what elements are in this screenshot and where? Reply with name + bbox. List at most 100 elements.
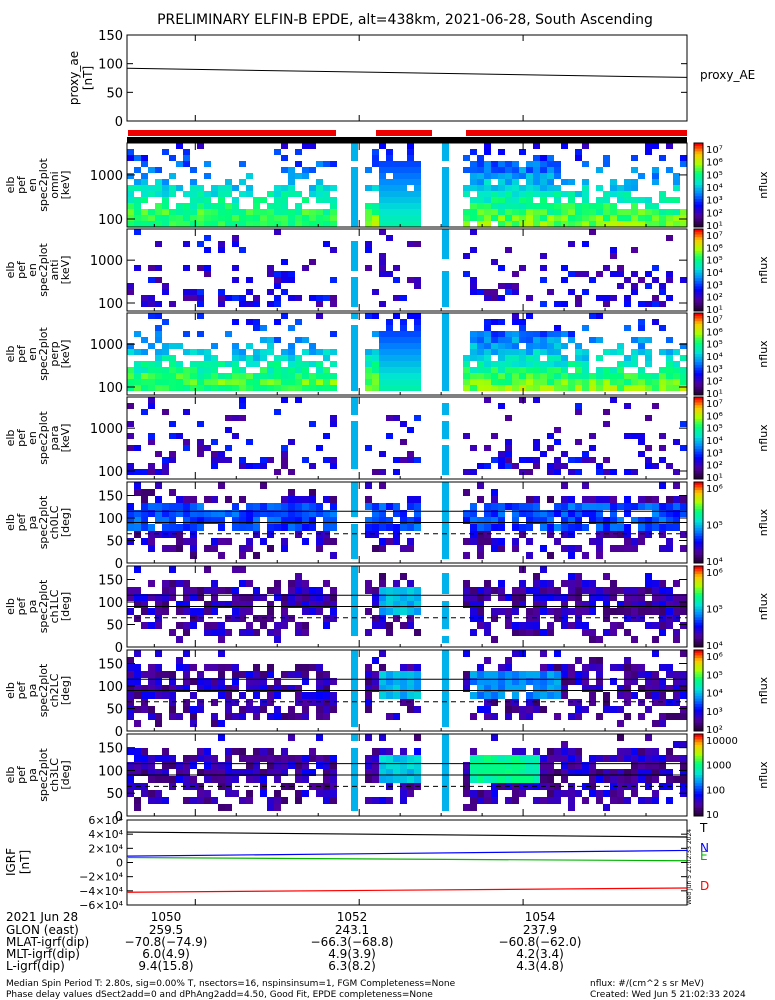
spectrogram-cell — [351, 173, 358, 179]
spectrogram-cell — [533, 367, 540, 373]
spectrogram-cell — [386, 678, 393, 685]
spectrogram-cell — [351, 594, 358, 601]
spectrogram-cell — [260, 671, 267, 678]
spectrogram-cell — [400, 209, 407, 215]
spectrogram-cell — [554, 469, 561, 475]
spectrogram-cell — [512, 379, 519, 385]
spectrogram-cell — [218, 776, 225, 783]
spectrogram-cell — [218, 203, 225, 209]
spectrogram-cell — [470, 247, 477, 253]
spectrogram-panel-3: 1000100elbpefenspec2plotperp[keV]10⁷10⁶1… — [4, 312, 770, 400]
spectrogram-cell — [638, 319, 645, 325]
spectrogram-cell — [652, 215, 659, 221]
spectrogram-cell — [498, 503, 505, 510]
spectrogram-cell — [680, 373, 687, 379]
spectrogram-cell — [526, 313, 533, 319]
spectrogram-cell — [148, 167, 155, 173]
spectrogram-cell — [351, 149, 358, 155]
spectrogram-cell — [512, 706, 519, 713]
spectrogram-cell — [526, 161, 533, 167]
spectrogram-cell — [519, 367, 526, 373]
spectrogram-cell — [484, 179, 491, 185]
spectrogram-cell — [218, 197, 225, 203]
spectrogram-cell — [351, 301, 358, 307]
spectrogram-cell — [400, 776, 407, 783]
spectrogram-cell — [540, 580, 547, 587]
spectrogram-cell — [575, 601, 582, 608]
spectrogram-cell — [645, 203, 652, 209]
spectrogram-cell — [673, 496, 680, 503]
spectrogram-cell — [463, 155, 470, 161]
colorbar-segment — [694, 484, 703, 488]
spectrogram-cell — [176, 685, 183, 692]
spectrogram-cell — [631, 636, 638, 643]
spectrogram-cell — [211, 629, 218, 636]
spectrogram-cell — [442, 403, 449, 409]
spectrogram-cell — [169, 629, 176, 636]
spectrogram-cell — [512, 161, 519, 167]
spectrogram-cell — [134, 594, 141, 601]
spectrogram-cell — [554, 685, 561, 692]
spectrogram-cell — [645, 748, 652, 755]
spectrogram-cell — [596, 209, 603, 215]
spectrogram-cell — [204, 790, 211, 797]
spectrogram-cell — [659, 301, 666, 307]
spectrogram-cell — [561, 622, 568, 629]
spectrogram-cell — [316, 349, 323, 355]
spectrogram-cell — [309, 664, 316, 671]
spectrogram-cell — [162, 203, 169, 209]
spectrogram-cell — [232, 713, 239, 720]
spectrogram-cell — [386, 776, 393, 783]
igrf-label-d: D — [700, 879, 709, 893]
spectrogram-cell — [568, 594, 575, 601]
colorbar-segment — [694, 492, 703, 496]
spectrogram-cell — [407, 699, 414, 706]
spectrogram-cell — [393, 601, 400, 608]
spectrogram-cell — [505, 451, 512, 457]
spectrogram-cell — [533, 379, 540, 385]
spectrogram-cell — [659, 510, 666, 517]
spectrogram-cell — [400, 510, 407, 517]
spectrogram-cell — [659, 545, 666, 552]
spectrogram-cell — [673, 615, 680, 622]
spectrogram-cell — [547, 762, 554, 769]
spectrogram-cell — [393, 367, 400, 373]
spectrogram-cell — [260, 538, 267, 545]
spectrogram-cell — [645, 415, 652, 421]
spectrogram-cell — [211, 355, 218, 361]
spectrogram-cell — [575, 439, 582, 445]
spectrogram-cell — [547, 433, 554, 439]
spectrogram-cell — [491, 343, 498, 349]
spectrogram-cell — [442, 337, 449, 343]
colorbar-segment — [694, 487, 703, 491]
spectrogram-cell — [127, 221, 134, 227]
colorbar-segment — [694, 734, 703, 738]
spectrogram-cell — [176, 580, 183, 587]
spectrogram-cell — [330, 776, 337, 783]
spectrogram-cell — [484, 215, 491, 221]
spectrogram-cell — [512, 685, 519, 692]
spectrogram-cell — [302, 580, 309, 587]
spectrogram-cell — [589, 664, 596, 671]
spectrogram-cell — [505, 664, 512, 671]
spectrogram-cell — [603, 203, 610, 209]
spectrogram-cell — [379, 692, 386, 699]
spectrogram-cell — [617, 734, 624, 741]
spectrogram-cell — [519, 355, 526, 361]
spectrogram-cell — [127, 469, 134, 475]
spectrogram-cell — [197, 503, 204, 510]
spectrogram-cell — [638, 601, 645, 608]
igrf-line-d — [126, 887, 688, 893]
spectrogram-cell — [365, 503, 372, 510]
spectrogram-cell — [176, 367, 183, 373]
spectrogram-cell — [414, 503, 421, 510]
spectrogram-cell — [155, 313, 162, 319]
colorbar-segment — [694, 796, 703, 801]
spectrogram-cell — [617, 706, 624, 713]
spectrogram-cell — [260, 355, 267, 361]
colorbar-segment — [694, 495, 703, 499]
spectrogram-cell — [127, 215, 134, 221]
spectrogram-cell — [575, 790, 582, 797]
spectrogram-cell — [533, 587, 540, 594]
colorbar-label: 10⁵ — [706, 670, 723, 681]
